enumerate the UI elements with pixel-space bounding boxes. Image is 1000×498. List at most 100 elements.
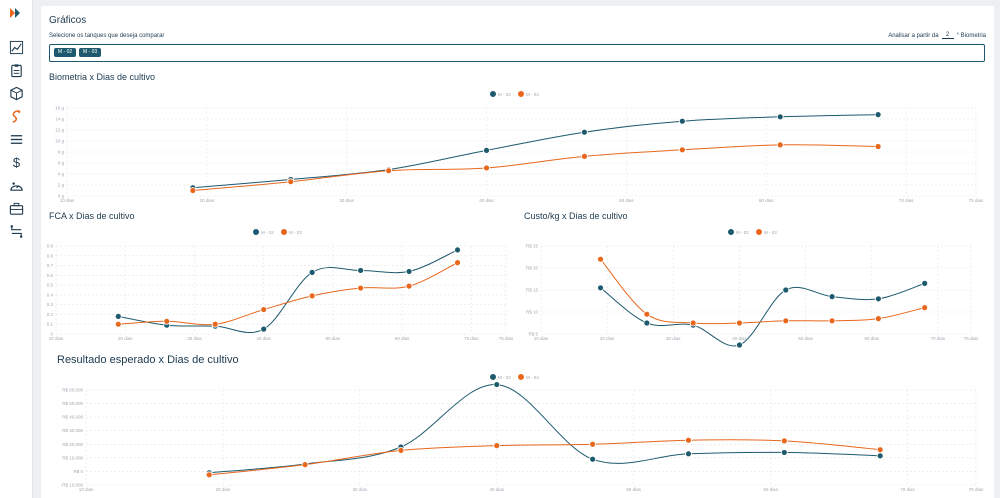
data-point	[874, 315, 882, 322]
x-tick-label: 20 dias	[200, 198, 215, 203]
tank-multiselect[interactable]: M - 02 M - 03	[49, 44, 985, 62]
y-tick-label: 0.1	[47, 322, 54, 327]
y-tick-label: 16 g	[55, 106, 64, 111]
data-point	[782, 317, 790, 325]
y-tick-label: 0 g	[58, 194, 65, 199]
y-tick-label: R$ 5	[528, 332, 538, 337]
series-line	[192, 114, 879, 189]
y-tick-label: 0.4	[47, 292, 54, 297]
data-point	[921, 304, 929, 311]
resultado-chart-title: Resultado esperado x Dias de cultivo	[57, 354, 239, 366]
data-point	[357, 267, 365, 274]
shrimp-icon[interactable]	[9, 109, 24, 124]
analyze-suffix: ° Biometria	[956, 32, 986, 39]
briefcase-icon[interactable]	[9, 201, 24, 216]
x-tick-label: 60 dias	[763, 487, 778, 492]
data-point	[483, 146, 490, 154]
resultado-chart: M - 02 M - 03 -R$ 10,000 R$ 0 R$ 10,000 R$ 20…	[61, 373, 984, 492]
data-point	[874, 295, 882, 303]
analyze-from-control: Analisar a partir da 2 ° Biometria	[888, 32, 986, 39]
data-point	[454, 259, 461, 267]
data-point	[689, 319, 697, 327]
data-point	[685, 450, 692, 458]
legend-label: M - 02	[261, 230, 274, 235]
dashboard-chart-icon[interactable]	[9, 40, 24, 55]
data-point	[780, 437, 788, 445]
data-point	[780, 449, 788, 456]
page-title: Gráficos	[49, 15, 87, 26]
y-tick-label: 4 g	[58, 172, 65, 177]
y-tick-label: 6 g	[58, 161, 65, 166]
y-tick-label: 0.3	[47, 302, 54, 307]
x-tick-label: 40 dias	[256, 336, 271, 341]
data-point	[876, 446, 884, 454]
data-point	[163, 317, 171, 325]
biometria-chart-title: Biometria x Dias de cultivo	[49, 72, 156, 82]
x-tick-label: 50 dias	[326, 336, 341, 341]
dollar-icon[interactable]: $	[12, 155, 21, 170]
data-point	[685, 436, 692, 444]
y-tick-label: R$ 50,000	[62, 401, 83, 406]
data-point	[589, 455, 597, 463]
tank-chip[interactable]: M - 03	[79, 48, 102, 57]
y-tick-label: R$ 20	[526, 266, 539, 271]
legend-label: M - 02	[498, 92, 511, 97]
x-tick-label: 20 dias	[600, 336, 615, 341]
legend-marker	[280, 228, 288, 236]
y-tick-label: -R$ 10,000	[61, 483, 84, 488]
x-tick-label: 75 dias	[499, 336, 514, 341]
data-point	[736, 341, 743, 349]
x-tick-label: 20 dias	[118, 336, 133, 341]
legend-marker	[517, 373, 525, 381]
biometry-number-select[interactable]: 2	[941, 32, 954, 39]
custo-chart: M - 02 M - 03 R$ 5 R$ 10 R$ 15 R$ 20 R$ 25 10 d…	[526, 228, 979, 349]
data-point	[589, 440, 597, 448]
series-line	[209, 384, 881, 474]
y-tick-label: 0.5	[47, 283, 54, 288]
x-tick-label: 50 dias	[619, 198, 634, 203]
app-logo[interactable]	[9, 6, 23, 20]
box-icon[interactable]	[9, 86, 24, 101]
legend-label: M - 03	[764, 230, 777, 235]
series-line	[600, 282, 925, 347]
list-icon[interactable]	[9, 132, 24, 147]
data-point	[308, 292, 316, 300]
tank-chip[interactable]: M - 02	[54, 48, 77, 57]
data-point	[874, 143, 882, 150]
transfer-icon[interactable]	[9, 224, 24, 239]
y-tick-label: R$ 20,000	[62, 442, 83, 447]
y-tick-label: R$ 15	[526, 288, 539, 293]
scale-icon[interactable]	[9, 178, 24, 193]
series-line	[192, 144, 879, 191]
x-tick-label: 75 dias	[969, 487, 984, 492]
data-point	[493, 381, 501, 388]
y-tick-label: 0.8	[47, 253, 54, 258]
data-point	[776, 113, 784, 121]
fca-chart-title: FCA x Dias de cultivo	[49, 211, 135, 221]
x-tick-label: 60 dias	[395, 336, 410, 341]
data-point	[114, 320, 122, 328]
y-tick-label: 14 g	[55, 117, 64, 122]
biometria-chart: M - 02 M - 03 0 g 2 g 4 g 6 g 8 g 10 g 12 g 14 g 1…	[55, 90, 984, 203]
data-point	[357, 284, 365, 292]
data-point	[260, 325, 268, 333]
data-point	[874, 111, 882, 119]
y-tick-label: 0.7	[47, 263, 54, 268]
y-tick-label: 0.2	[47, 312, 54, 317]
x-tick-label: 75 dias	[964, 336, 979, 341]
legend-marker	[489, 373, 497, 381]
x-tick-label: 70 dias	[931, 336, 946, 341]
x-tick-label: 40 dias	[732, 336, 747, 341]
y-tick-label: 2 g	[58, 183, 65, 188]
data-point	[483, 164, 490, 172]
data-point	[776, 141, 784, 149]
data-point	[454, 246, 461, 254]
data-point	[678, 146, 686, 154]
data-point	[581, 128, 588, 136]
x-tick-label: 70 dias	[464, 336, 479, 341]
y-tick-label: 0.6	[47, 273, 54, 278]
x-tick-label: 30 dias	[666, 336, 681, 341]
legend-label: M - 03	[526, 375, 539, 380]
clipboard-icon[interactable]	[9, 63, 24, 78]
legend-marker	[517, 90, 525, 98]
